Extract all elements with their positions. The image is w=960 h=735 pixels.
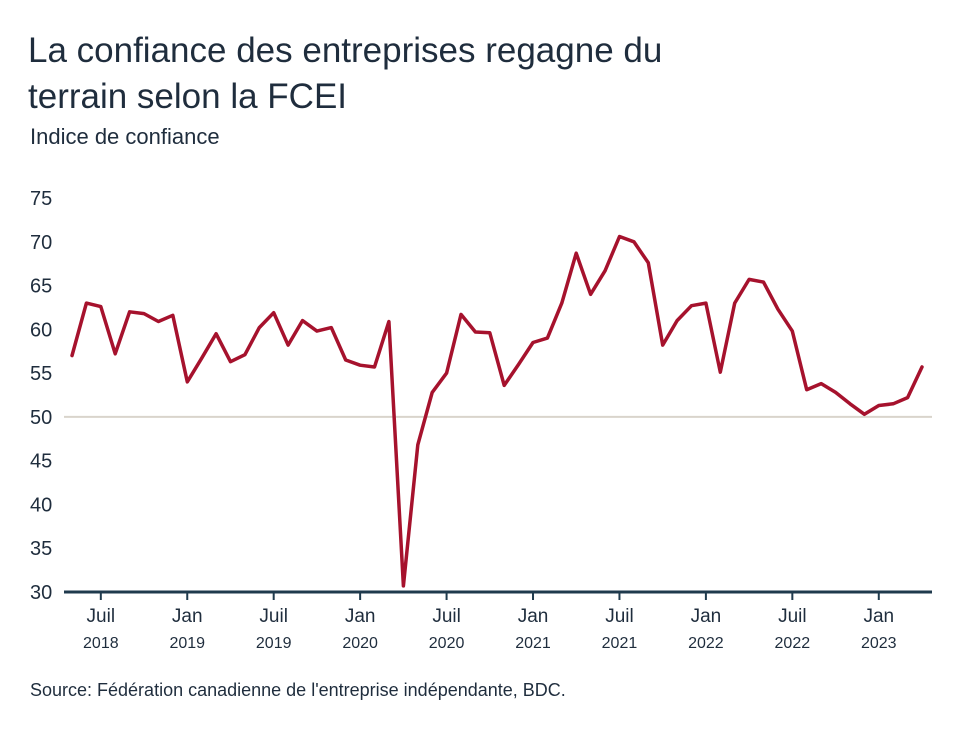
x-tick-label-year: 2021	[515, 635, 551, 652]
y-tick-label: 65	[30, 276, 52, 298]
x-tick-label-year: 2022	[775, 635, 811, 652]
chart-title: La confiance des entreprises regagne du …	[28, 31, 663, 116]
x-tick-label-month: Jan	[518, 606, 549, 627]
y-tick-label: 30	[30, 582, 52, 604]
source-note: Source: Fédération canadienne de l'entre…	[30, 680, 566, 700]
y-tick-label: 50	[30, 407, 52, 429]
y-tick-label: 45	[30, 451, 52, 473]
x-axis: Juil 2018 Jan 2019 Juil 2019 Jan 2020 Juil 2020 Ja…	[64, 590, 932, 652]
y-tick-label: 35	[30, 538, 52, 560]
x-tick-label-month: Jan	[172, 606, 203, 627]
y-tick-label: 40	[30, 494, 52, 516]
x-tick-label-month: Juil	[432, 606, 461, 627]
y-tick-label: 75	[30, 188, 52, 210]
y-axis: 30 35 40 45 50 55 60 65 70 75	[30, 188, 52, 604]
x-tick-label-year: 2022	[688, 635, 724, 652]
x-tick-label-year: 2019	[169, 635, 205, 652]
y-tick-label: 55	[30, 363, 52, 385]
x-tick-label-year: 2023	[861, 635, 897, 652]
x-tick-label-month: Juil	[778, 606, 807, 627]
x-tick-label-year: 2020	[429, 635, 465, 652]
series-line	[70, 234, 924, 588]
chart-subtitle: Indice de confiance	[30, 124, 220, 149]
x-tick-label-month: Juil	[605, 606, 634, 627]
x-tick-label-month: Jan	[863, 606, 894, 627]
x-tick-label-year: 2021	[602, 635, 638, 652]
x-tick-label-month: Juil	[87, 606, 116, 627]
x-tick-label-year: 2018	[83, 635, 119, 652]
x-tick-label-month: Juil	[259, 606, 288, 627]
y-tick-label: 70	[30, 232, 52, 254]
x-tick-label-month: Jan	[345, 606, 376, 627]
series-group	[70, 234, 924, 588]
x-tick-label-month: Jan	[691, 606, 722, 627]
x-tick-label-year: 2020	[342, 635, 378, 652]
y-tick-label: 60	[30, 319, 52, 341]
x-tick-label-year: 2019	[256, 635, 292, 652]
